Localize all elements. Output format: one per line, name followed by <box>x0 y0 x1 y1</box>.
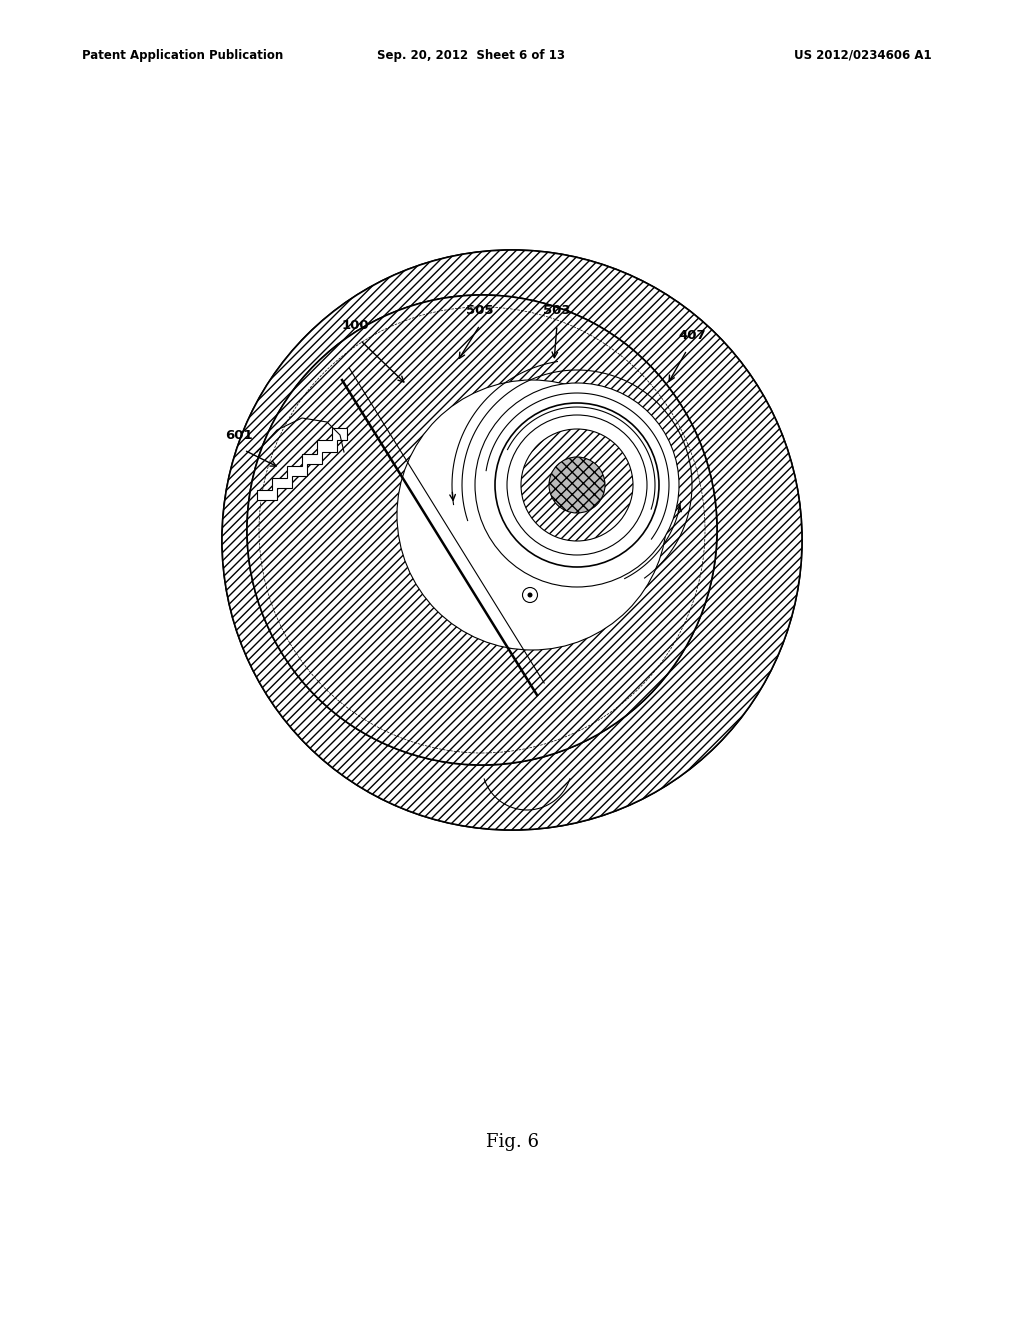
Circle shape <box>222 249 802 830</box>
Circle shape <box>247 294 717 766</box>
Circle shape <box>475 383 679 587</box>
Circle shape <box>522 587 538 602</box>
Text: 407: 407 <box>678 329 706 342</box>
Circle shape <box>527 593 532 598</box>
Circle shape <box>549 457 605 513</box>
Text: 503: 503 <box>543 304 570 317</box>
Circle shape <box>397 380 667 649</box>
Circle shape <box>222 249 802 830</box>
Text: 601: 601 <box>225 429 253 442</box>
Polygon shape <box>257 428 347 500</box>
Text: 505: 505 <box>466 304 494 317</box>
Text: Fig. 6: Fig. 6 <box>485 1133 539 1151</box>
Circle shape <box>495 403 659 568</box>
Text: Patent Application Publication: Patent Application Publication <box>82 49 284 62</box>
Text: 100: 100 <box>341 319 369 333</box>
Text: Sep. 20, 2012  Sheet 6 of 13: Sep. 20, 2012 Sheet 6 of 13 <box>377 49 565 62</box>
Text: US 2012/0234606 A1: US 2012/0234606 A1 <box>795 49 932 62</box>
Circle shape <box>521 429 633 541</box>
Circle shape <box>247 294 717 766</box>
Circle shape <box>507 414 647 554</box>
